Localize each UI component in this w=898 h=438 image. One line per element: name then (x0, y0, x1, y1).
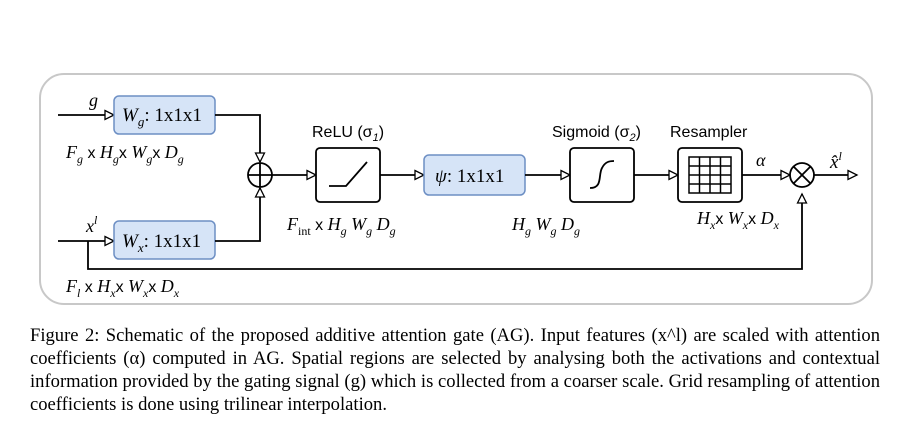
input-g-label: g (89, 90, 98, 110)
wx-to-sum (215, 186, 266, 242)
wg-block-label: Wg: 1x1x1 (122, 105, 202, 129)
attention-gate-diagram: g Wg: 1x1x1 Fg x Hgx Wgx Dg xl Wx: 1x1x1… (39, 73, 873, 305)
x-dims-label: Fl x Hxx Wxx Dx (65, 276, 180, 300)
sigmoid-title: Sigmoid (σ2) (552, 124, 641, 144)
sigmoid-block (569, 147, 635, 203)
alpha-label: α (756, 150, 766, 170)
wg-to-sum (215, 114, 266, 164)
caption-text: Figure 2: Schematic of the proposed addi… (30, 325, 880, 415)
sigmoid-icon (589, 160, 615, 189)
multiply-node (789, 162, 815, 188)
psi-block-label: ψ: 1x1x1 (435, 166, 504, 187)
input-x-label: xl (85, 213, 98, 236)
g-dims-label: Fg x Hgx Wgx Dg (65, 142, 184, 166)
resampler-dims-label: Hxx Wxx Dx (696, 208, 780, 232)
figure-caption: Figure 2: Schematic of the proposed addi… (30, 324, 880, 416)
resampler-title: Resampler (670, 124, 748, 141)
relu-icon (329, 161, 368, 187)
fint-dims-label: Fint x Hg Wg Dg (286, 214, 396, 238)
output-label: x̂l (829, 149, 842, 173)
wx-block (113, 220, 216, 260)
grid-icon (688, 156, 732, 194)
relu-block (315, 147, 381, 203)
sum-node (247, 162, 273, 188)
wx-block-label: Wx: 1x1x1 (122, 231, 201, 255)
relu-title: ReLU (σ1) (312, 124, 384, 144)
skip-connection (87, 192, 808, 270)
sigmoid-dims-label: Hg Wg Dg (511, 214, 580, 238)
